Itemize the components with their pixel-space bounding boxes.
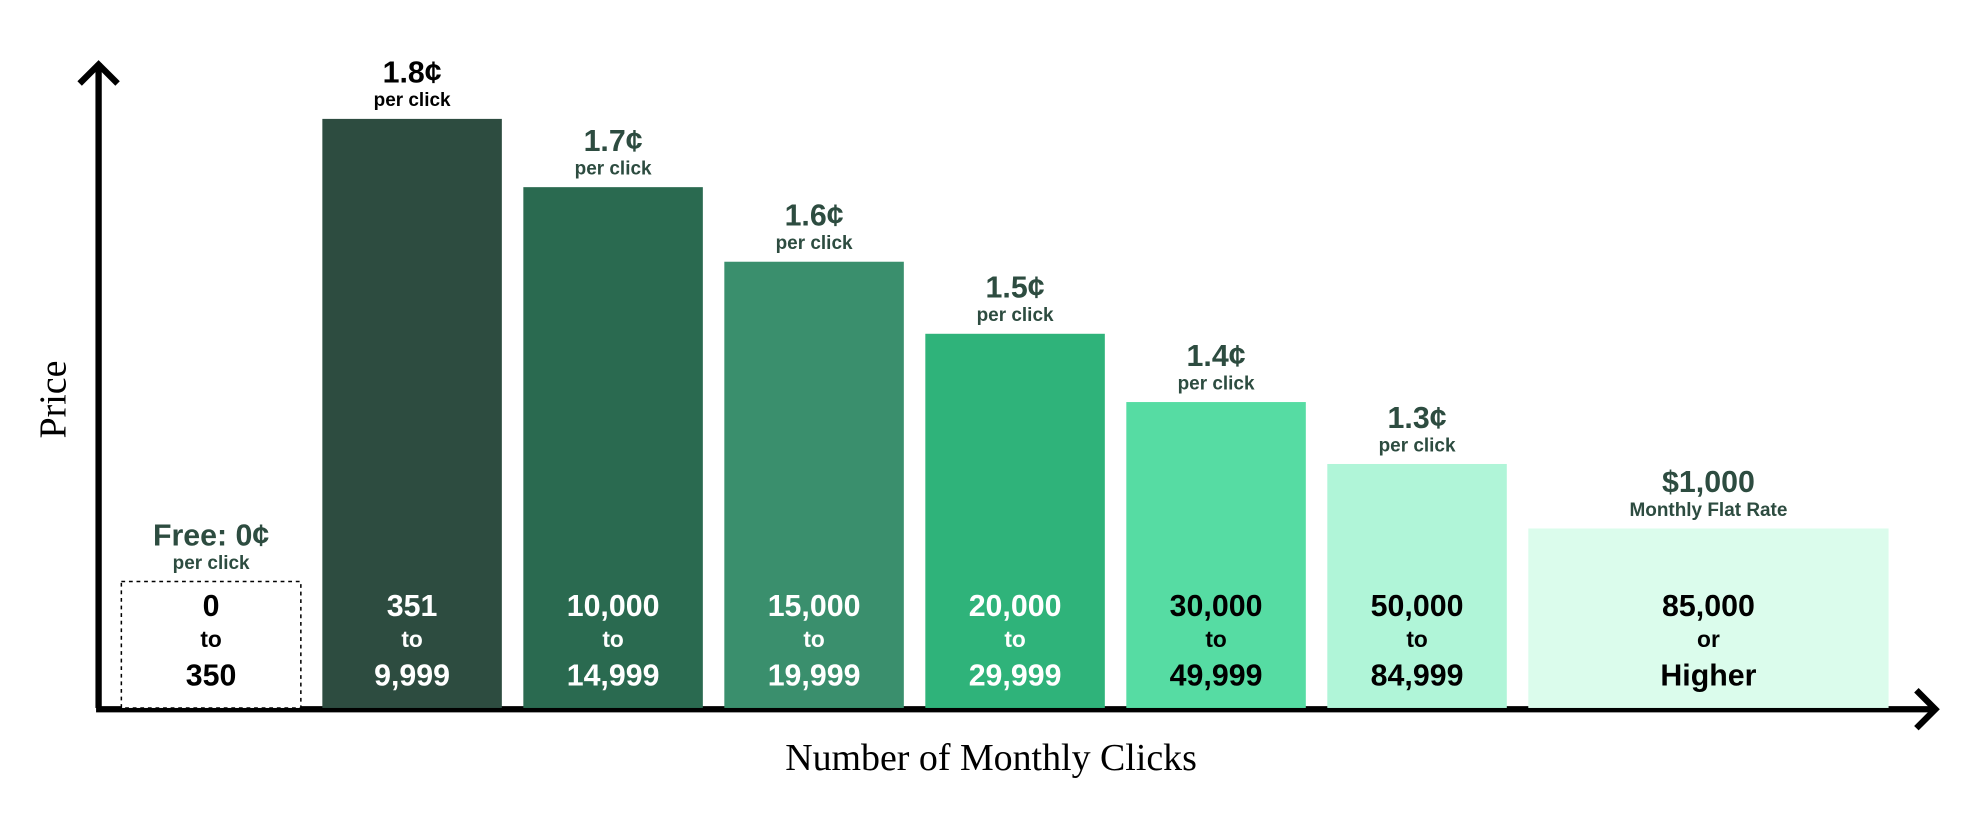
bar (724, 261, 904, 708)
price-label: 1.4¢ (1187, 340, 1246, 373)
range-label: 351 (387, 590, 438, 623)
price-unit: per click (173, 553, 250, 574)
bar (1327, 463, 1507, 708)
y-axis-label: Price (33, 361, 75, 439)
range-label: 9,999 (374, 660, 450, 693)
range-label: 20,000 (969, 590, 1062, 623)
x-axis-arrow (1914, 688, 1940, 731)
price-label: 1.5¢ (986, 272, 1045, 305)
price-label: $1,000 (1662, 466, 1755, 499)
range-label: to (200, 626, 222, 652)
price-unit: per click (374, 90, 451, 111)
range-label: 49,999 (1170, 660, 1263, 693)
range-label: 85,000 (1662, 590, 1755, 623)
bar (1528, 528, 1889, 708)
range-label: to (1205, 626, 1227, 652)
range-label: 0 (203, 590, 220, 623)
range-label: 50,000 (1371, 590, 1464, 623)
price-unit: Monthly Flat Rate (1629, 500, 1787, 521)
y-axis-arrow (77, 60, 120, 86)
range-label: 15,000 (768, 590, 861, 623)
range-label: to (401, 626, 423, 652)
bar (523, 187, 703, 708)
bar (925, 333, 1105, 708)
price-label: 1.3¢ (1388, 402, 1447, 435)
price-label: 1.6¢ (785, 200, 844, 233)
price-unit: per click (1379, 435, 1456, 456)
range-label: 29,999 (969, 660, 1062, 693)
bar (1126, 402, 1306, 708)
range-label: 30,000 (1170, 590, 1263, 623)
range-label: Higher (1660, 660, 1756, 693)
x-axis-label: Number of Monthly Clicks (785, 737, 1197, 779)
bar (322, 118, 502, 708)
range-label: to (803, 626, 825, 652)
price-label: 1.7¢ (584, 125, 643, 158)
range-label: or (1697, 626, 1720, 652)
price-unit: per click (575, 158, 652, 179)
price-unit: per click (977, 305, 1054, 326)
bar (120, 580, 302, 709)
price-unit: per click (1178, 373, 1255, 394)
range-label: to (1406, 626, 1428, 652)
range-label: 10,000 (567, 590, 660, 623)
range-label: to (602, 626, 624, 652)
range-label: 350 (186, 660, 237, 693)
price-label: Free: 0¢ (153, 519, 269, 552)
range-label: to (1004, 626, 1026, 652)
price-unit: per click (776, 233, 853, 254)
price-label: 1.8¢ (383, 57, 442, 90)
range-label: 84,999 (1371, 660, 1464, 693)
range-label: 19,999 (768, 660, 861, 693)
range-label: 14,999 (567, 660, 660, 693)
